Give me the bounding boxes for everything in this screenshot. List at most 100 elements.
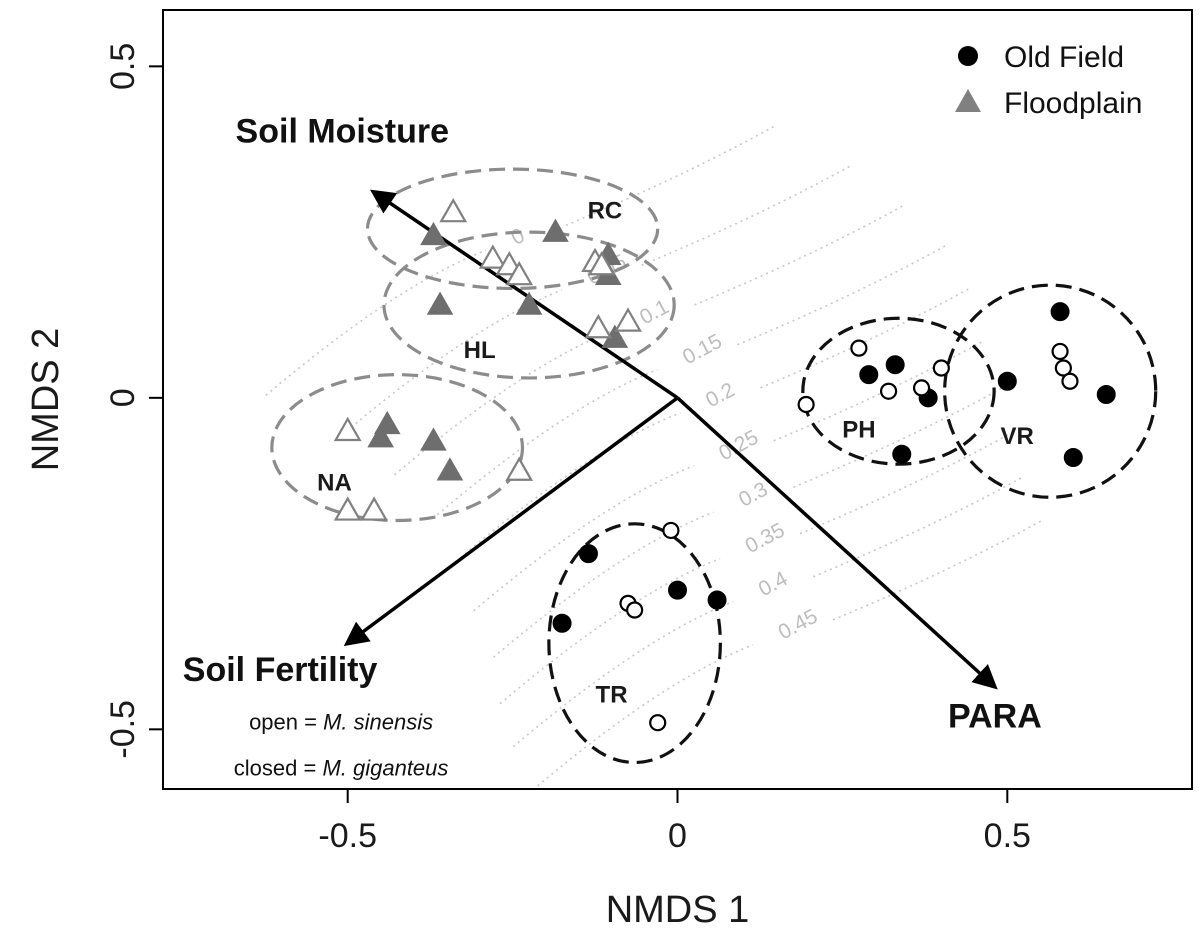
- point-old-field-m-sinensis-4: [797, 395, 815, 414]
- vector-label-soil-moisture: Soil Moisture: [236, 113, 449, 151]
- y-tick-label-0: 0: [104, 388, 142, 407]
- point-floodplain-m-giganteus-4: [426, 291, 454, 315]
- point-old-field-m-sinensis-8: [662, 521, 680, 540]
- contour-label-0-1: 0.1: [636, 295, 673, 329]
- point-floodplain-m-sinensis-6: [584, 314, 613, 339]
- point-old-field-m-sinensis-1: [879, 382, 898, 400]
- group-label-vr: VR: [1001, 423, 1034, 450]
- contour-line-0-35: [499, 432, 1011, 705]
- point-old-field-m-giganteus-1: [885, 355, 905, 375]
- point-floodplain-m-sinensis-5: [587, 251, 616, 276]
- legend-label-floodplain: Floodplain: [1004, 87, 1142, 120]
- contour-label-0-3: 0.3: [735, 478, 772, 512]
- ellipse-ph: [801, 316, 996, 466]
- point-old-field-m-giganteus-3: [892, 444, 912, 464]
- contour-line-0-05: [341, 164, 853, 436]
- contour-line-0: [265, 124, 777, 396]
- ellipse-hl: [382, 230, 676, 380]
- contour-label-0-4: 0.4: [755, 567, 792, 601]
- point-old-field-m-giganteus-9: [552, 613, 572, 633]
- point-old-field-m-sinensis-11: [649, 714, 667, 732]
- environmental-vectors: [343, 189, 998, 690]
- vector-arrow-soil-moisture: [370, 189, 679, 400]
- ellipse-na: [270, 373, 525, 523]
- contour-label-0: 0: [507, 224, 528, 250]
- y-tick-label-0-5: -0.5: [104, 700, 142, 759]
- data-points: [333, 197, 1116, 732]
- note-open-prefix: open =: [249, 709, 323, 734]
- point-floodplain-m-sinensis-3: [505, 260, 534, 286]
- chart-labels: RC HL NA PH VR TR Soil Moisture Soil Fertility P…: [183, 113, 1042, 781]
- contour-line-0-4: [512, 476, 1024, 748]
- point-old-field-m-sinensis-3: [932, 359, 950, 377]
- point-old-field-m-sinensis-2: [912, 379, 931, 397]
- group-label-tr: TR: [596, 682, 628, 709]
- point-floodplain-m-giganteus-9: [420, 427, 447, 451]
- vector-label-soil-fertility: Soil Fertility: [183, 651, 378, 689]
- contour-label-0-45: 0.45: [775, 605, 822, 644]
- point-old-field-m-giganteus-10: [668, 580, 687, 600]
- point-floodplain-m-sinensis-9: [505, 456, 534, 481]
- point-floodplain-m-sinensis-8: [333, 416, 362, 442]
- contour-label-0-35: 0.35: [742, 519, 789, 558]
- point-floodplain-m-sinensis-10: [333, 496, 362, 521]
- point-old-field-m-giganteus-5: [1050, 302, 1070, 322]
- group-ellipses: [270, 167, 1158, 765]
- point-old-field-m-sinensis-0: [850, 339, 868, 357]
- point-old-field-m-giganteus-8: [578, 544, 598, 564]
- point-floodplain-m-giganteus-8: [367, 424, 394, 448]
- point-floodplain-m-sinensis-11: [360, 496, 388, 521]
- point-floodplain-m-giganteus-5: [515, 291, 543, 315]
- point-old-field-m-sinensis-10: [626, 601, 644, 619]
- point-floodplain-m-giganteus-0: [420, 221, 447, 246]
- legend-label-old-field: Old Field: [1004, 41, 1124, 74]
- note-closed-prefix: closed =: [234, 756, 323, 781]
- ellipse-rc: [365, 167, 660, 291]
- ellipse-vr: [943, 283, 1158, 499]
- point-floodplain-m-sinensis-0: [439, 197, 468, 223]
- vector-label-para: PARA: [948, 697, 1042, 735]
- axes: -0.5 0 0.5 -0.5 0 0.5 NMDS 1 NMDS 2: [25, 9, 1193, 931]
- y-tick-label-0-5: 0.5: [104, 43, 142, 90]
- point-old-field-m-giganteus-6: [1096, 385, 1116, 405]
- contour-label-0-2: 0.2: [702, 378, 739, 412]
- point-floodplain-m-sinensis-1: [478, 244, 507, 269]
- vector-arrow-soil-fertility: [343, 396, 679, 647]
- x-tick-label-0-5: 0.5: [984, 817, 1031, 855]
- point-old-field-m-giganteus-11: [707, 590, 727, 610]
- group-label-na: NA: [317, 469, 352, 496]
- legend: Old Field Floodplain: [955, 41, 1142, 120]
- group-label-hl: HL: [464, 337, 496, 364]
- point-floodplain-m-sinensis-7: [614, 307, 642, 332]
- contour-line-0-45: [532, 519, 1044, 791]
- point-old-field-m-sinensis-6: [1054, 359, 1072, 377]
- legend-marker-old-field: [958, 46, 978, 66]
- ellipse-tr: [547, 522, 722, 765]
- contour-label-0-25: 0.25: [715, 426, 762, 465]
- note-closed-line: closed = M. giganteus: [234, 756, 449, 781]
- contour-line-0-15: [436, 243, 948, 516]
- legend-marker-floodplain: [955, 89, 981, 112]
- point-old-field-m-sinensis-5: [1051, 342, 1069, 361]
- note-open-line: open = M. sinensis: [249, 709, 433, 734]
- group-label-ph: PH: [842, 416, 875, 443]
- contour-line-0-2: [459, 287, 971, 559]
- contour-line-0-25: [473, 340, 985, 612]
- contour-lines: 00.050.10.150.20.250.30.350.40.45: [265, 124, 1044, 791]
- y-axis-title: NMDS 2: [25, 328, 67, 472]
- vector-arrow-para: [676, 396, 998, 690]
- point-old-field-m-sinensis-7: [1061, 372, 1079, 390]
- note-open-species: M. sinensis: [323, 709, 433, 734]
- x-axis-title: NMDS 1: [606, 889, 750, 931]
- point-floodplain-m-giganteus-10: [436, 457, 464, 481]
- group-label-rc: RC: [588, 198, 623, 225]
- point-floodplain-m-giganteus-1: [542, 218, 569, 242]
- point-old-field-m-giganteus-7: [1063, 448, 1083, 468]
- note-closed-species: M. giganteus: [322, 756, 448, 781]
- contour-label-0-15: 0.15: [679, 330, 726, 369]
- point-old-field-m-giganteus-4: [997, 371, 1017, 391]
- contour-line-0-3: [492, 386, 1004, 658]
- x-tick-label-0: 0: [668, 817, 687, 855]
- point-old-field-m-giganteus-0: [859, 365, 879, 385]
